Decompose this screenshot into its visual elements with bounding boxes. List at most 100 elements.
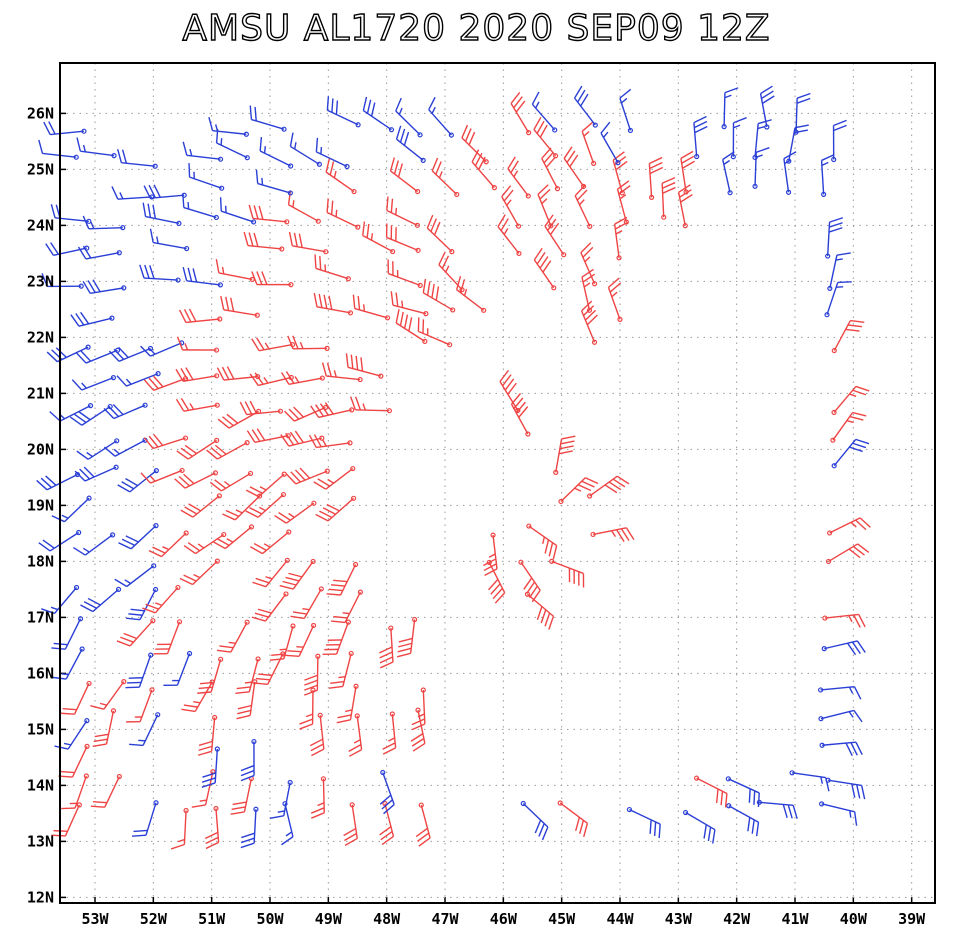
barb-feather: [140, 472, 152, 484]
barb-feather: [149, 265, 155, 279]
barb-shaft: [551, 560, 584, 575]
wind-barb: [255, 169, 293, 196]
barb-feather: [280, 372, 290, 385]
barb-feather: [118, 542, 132, 550]
barb-feather: [188, 308, 197, 322]
barb-feather: [51, 647, 66, 650]
barb-feather: [304, 679, 318, 686]
lon-tick-label: 43W: [665, 910, 693, 928]
barb-feather: [75, 313, 85, 326]
lon-tick-label: 40W: [840, 910, 868, 928]
barb-feather: [215, 259, 220, 274]
barb-feather: [390, 198, 394, 213]
barb-station: [286, 529, 292, 535]
barb-shaft: [87, 440, 118, 460]
barb-shaft: [501, 196, 520, 227]
barb-feather: [40, 477, 53, 489]
barb-feather: [821, 153, 835, 162]
barb-feather: [782, 804, 788, 819]
barb-shaft: [384, 803, 395, 837]
barb-station: [626, 806, 633, 813]
barb-shaft: [531, 103, 556, 131]
barb-shaft: [288, 204, 319, 222]
barb-feather: [303, 689, 318, 696]
barb-feather: [217, 418, 230, 429]
wind-barb: [92, 708, 117, 748]
barb-station: [526, 523, 532, 529]
barb-station: [352, 561, 359, 568]
barb-station: [526, 130, 532, 136]
barb-shaft: [555, 438, 563, 473]
barb-feather: [73, 546, 86, 556]
barb-feather: [249, 546, 263, 555]
wind-barb: [206, 440, 250, 460]
barb-feather: [285, 831, 293, 837]
barb-shaft: [409, 619, 416, 654]
barb-shaft: [563, 158, 585, 187]
barb-feather: [755, 822, 760, 837]
wind-barb: [677, 184, 693, 229]
barb-feather: [577, 89, 586, 103]
barb-shaft: [49, 531, 80, 552]
lon-tick-label: 50W: [256, 910, 284, 928]
barb-feather: [93, 738, 108, 743]
barb-feather: [36, 479, 48, 491]
barb-feather: [333, 170, 337, 179]
barb-station: [414, 222, 421, 228]
barb-feather: [363, 304, 366, 312]
barb-feather: [820, 776, 824, 784]
barb-station: [587, 493, 593, 499]
barb-feather: [193, 574, 201, 579]
barb-feather: [518, 406, 529, 418]
barb-shaft: [820, 709, 855, 720]
barb-feather: [584, 309, 597, 321]
barb-feather: [255, 169, 259, 184]
grid-lines: [60, 63, 935, 903]
barb-station: [212, 470, 219, 476]
barb-shaft: [78, 317, 113, 327]
barb-feather: [474, 153, 483, 167]
lon-tick-label: 48W: [373, 910, 401, 928]
barb-station: [449, 249, 455, 255]
barb-shaft: [265, 559, 288, 588]
wind-barb: [328, 650, 354, 689]
barb-station: [355, 224, 361, 230]
barb-feather: [103, 446, 116, 457]
barb-shaft: [791, 772, 826, 779]
barb-feather: [315, 404, 325, 417]
wind-barb: [326, 561, 359, 596]
barb-feather: [141, 607, 156, 614]
barb-shaft: [298, 625, 315, 657]
barb-feather: [757, 792, 760, 807]
barb-shaft: [234, 495, 261, 521]
barb-feather: [251, 429, 261, 442]
barb-feather: [430, 218, 437, 232]
barb-feather: [285, 654, 300, 657]
barb-shaft: [722, 159, 731, 193]
barb-feather: [395, 292, 399, 307]
barb-feather: [549, 222, 560, 236]
barb-feather: [417, 832, 430, 842]
barb-feather: [285, 473, 297, 485]
barb-station: [355, 122, 361, 128]
barb-feather: [71, 379, 83, 391]
barb-feather: [197, 543, 205, 549]
barb-shaft: [824, 613, 859, 619]
barb-feather: [258, 205, 264, 220]
barb-shaft: [326, 211, 359, 228]
barb-feather: [757, 125, 765, 130]
wind-barb: [143, 434, 189, 450]
barb-shaft: [827, 779, 862, 787]
barb-feather: [249, 486, 263, 494]
barb-feather: [533, 116, 542, 130]
barb-feather: [92, 279, 101, 293]
wind-barb: [176, 437, 220, 460]
barb-shaft: [829, 255, 838, 289]
barb-station: [247, 470, 254, 477]
barb-feather: [733, 124, 741, 129]
barb-feather: [331, 620, 346, 624]
barb-feather: [523, 577, 533, 590]
barb-station: [186, 650, 193, 657]
barb-feather: [755, 147, 770, 153]
barb-feather: [129, 743, 144, 747]
